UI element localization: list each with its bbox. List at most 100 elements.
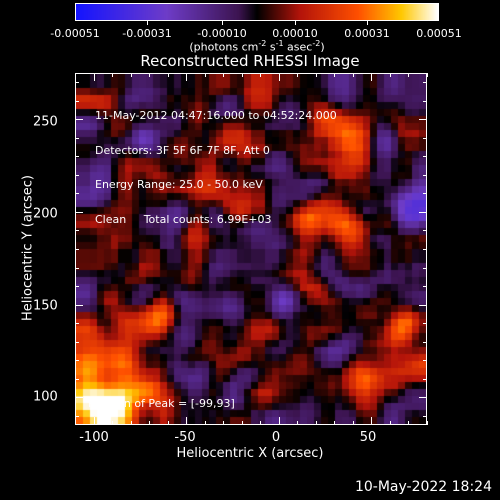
tick-mark (423, 156, 427, 158)
colorbar-tick-label: -0.00010 (197, 27, 247, 40)
tick-mark (167, 73, 169, 77)
colorbar-tick-label: -0.00031 (122, 27, 172, 40)
tick-mark (423, 137, 427, 139)
tick-mark (371, 73, 373, 81)
tick-mark (423, 415, 427, 417)
tick-mark (419, 211, 427, 213)
time-range-text: 11-May-2012 04:47:16.000 to 04:52:24.000 (95, 109, 337, 122)
tick-mark (186, 417, 188, 425)
colorbar-gradient (75, 3, 439, 21)
tick-mark (389, 73, 391, 77)
energy-range-text: Energy Range: 25.0 - 50.0 keV (95, 178, 263, 191)
tick-mark (204, 421, 206, 425)
tick-mark (423, 341, 427, 343)
x-axis-label: Heliocentric X (arcsec) (176, 446, 324, 461)
tick-mark (93, 73, 95, 81)
tick-mark (204, 73, 206, 77)
y-axis-label: Heliocentric Y (arcsec) (20, 175, 36, 321)
tick-mark (408, 73, 410, 77)
tick-mark (167, 421, 169, 425)
x-tick-label: 0 (271, 430, 281, 445)
tick-mark (130, 73, 132, 77)
tick-mark (423, 174, 427, 176)
tick-mark (352, 73, 354, 77)
rhessi-image-canvas (76, 74, 426, 424)
tick-mark (334, 421, 336, 425)
x-tick-label: -50 (174, 430, 196, 445)
colorbar-unit-label: (photons cm-2 s-1 asec-2) (189, 39, 325, 54)
tick-mark (75, 174, 79, 176)
tick-mark (408, 421, 410, 425)
tick-mark (75, 156, 79, 158)
tick-mark (93, 417, 95, 425)
tick-mark (389, 421, 391, 425)
tick-mark (75, 267, 79, 269)
tick-mark (75, 397, 83, 399)
tick-mark (75, 137, 79, 139)
x-tick-label: -100 (79, 430, 109, 445)
colorbar-tick-mark (295, 21, 296, 25)
tick-mark (75, 119, 83, 121)
tick-mark (75, 100, 79, 102)
tick-mark (423, 230, 427, 232)
tick-mark (315, 73, 317, 77)
tick-mark (423, 323, 427, 325)
tick-mark (419, 119, 427, 121)
tick-mark (186, 73, 188, 81)
tick-mark (75, 82, 79, 84)
x-tick-label: 50 (359, 430, 377, 445)
tick-mark (75, 249, 79, 250)
tick-mark (315, 421, 317, 425)
tick-mark (130, 421, 132, 425)
tick-mark (419, 304, 427, 306)
tick-mark (278, 73, 280, 81)
tick-mark (427, 421, 428, 425)
y-tick-label: 100 (33, 389, 58, 405)
colorbar-tick-label: 0.00051 (416, 27, 462, 40)
tick-mark (75, 211, 83, 213)
tick-mark (75, 230, 79, 232)
tick-mark (223, 73, 225, 77)
tick-mark (75, 286, 79, 288)
tick-mark (297, 421, 299, 425)
tick-mark (423, 267, 427, 269)
tick-mark (260, 421, 262, 425)
colorbar-tick-label: -0.00051 (50, 27, 100, 40)
tick-mark (112, 421, 114, 425)
tick-mark (75, 323, 79, 325)
generation-timestamp: 10-May-2022 18:24 (354, 479, 492, 495)
plot-title: Reconstructed RHESSI Image (140, 52, 360, 70)
tick-mark (75, 341, 79, 343)
detectors-text: Detectors: 3F 5F 6F 7F 8F, Att 0 (95, 143, 270, 157)
peak-position-text: Position of Peak = [-99,93] (88, 397, 235, 410)
tick-mark (75, 415, 79, 417)
tick-mark (260, 73, 262, 77)
observation-info: 11-May-2012 04:47:16.000 to 04:52:24.000… (95, 87, 337, 237)
clean-counts-text: Clean Total counts: 6.99E+03 (95, 212, 272, 226)
tick-mark (423, 193, 427, 195)
tick-mark (297, 73, 299, 77)
tick-mark (352, 421, 354, 425)
tick-mark (149, 73, 151, 77)
y-tick-label: 150 (33, 298, 58, 314)
tick-mark (278, 417, 280, 425)
colorbar-tick-label: 0.00010 (272, 27, 318, 40)
colorbar-tick-mark (222, 21, 223, 25)
y-tick-label: 200 (33, 206, 58, 222)
tick-mark (419, 397, 427, 399)
tick-mark (423, 100, 427, 102)
tick-mark (334, 73, 336, 77)
tick-mark (75, 193, 79, 195)
tick-mark (75, 304, 83, 306)
tick-mark (75, 360, 79, 362)
tick-mark (149, 421, 151, 425)
tick-mark (423, 360, 427, 362)
colorbar-tick-mark (367, 21, 368, 25)
y-tick-label: 250 (33, 114, 58, 130)
tick-mark (423, 82, 427, 84)
tick-mark (241, 73, 243, 77)
tick-mark (112, 73, 114, 77)
tick-mark (241, 421, 243, 425)
tick-mark (427, 73, 428, 77)
tick-mark (223, 421, 225, 425)
